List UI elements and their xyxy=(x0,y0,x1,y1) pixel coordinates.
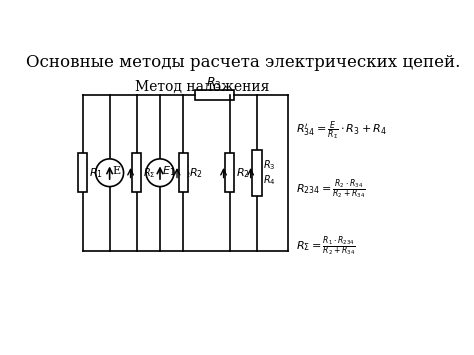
Bar xyxy=(252,149,262,196)
Text: $R_3$: $R_3$ xyxy=(263,158,275,172)
Text: $R_{234} = \frac{R_2 \cdot R_{34}}{R_2 + R_{34}}$: $R_{234} = \frac{R_2 \cdot R_{34}}{R_2 +… xyxy=(296,178,365,201)
Text: $R_1$: $R_1$ xyxy=(89,166,103,180)
Text: $I_2'$: $I_2'$ xyxy=(252,164,261,179)
Text: $E_1$: $E_1$ xyxy=(162,164,175,178)
Text: Метод наложения: Метод наложения xyxy=(136,80,270,94)
Text: $R_2'$: $R_2'$ xyxy=(179,164,191,179)
Text: $R_{\Sigma} = \frac{R_1 \cdot R_{234}}{R_2 + R_{34}}$: $R_{\Sigma} = \frac{R_1 \cdot R_{234}}{R… xyxy=(296,234,356,257)
Text: $I_2'$: $I_2'$ xyxy=(225,164,234,179)
Text: $R_4$: $R_4$ xyxy=(263,174,276,187)
Text: E: E xyxy=(112,166,120,176)
Bar xyxy=(179,153,188,192)
Text: $I_1'$: $I_1'$ xyxy=(132,164,141,179)
Bar xyxy=(195,89,234,100)
Text: $R_{\Sigma}$: $R_{\Sigma}$ xyxy=(143,166,155,180)
Text: $R_2$: $R_2$ xyxy=(190,166,203,180)
Bar xyxy=(78,153,87,192)
Text: $R_3$: $R_3$ xyxy=(207,76,222,91)
Bar xyxy=(225,153,235,192)
Text: $R_{34}' = \frac{E}{R_{\Sigma}} \cdot R_3 + R_4$: $R_{34}' = \frac{E}{R_{\Sigma}} \cdot R_… xyxy=(296,120,386,142)
Circle shape xyxy=(146,159,174,187)
Bar xyxy=(132,153,141,192)
Text: Основные методы расчета электрических цепей.: Основные методы расчета электрических це… xyxy=(26,54,460,71)
Text: $R_2$: $R_2$ xyxy=(236,166,250,180)
Circle shape xyxy=(96,159,124,187)
